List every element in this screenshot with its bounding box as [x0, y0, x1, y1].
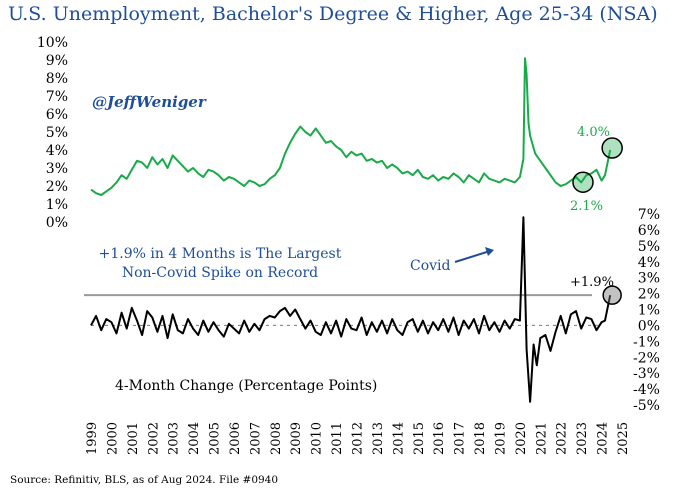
x-tick-label: 2000 [105, 422, 120, 455]
x-tick-label: 2020 [514, 422, 529, 455]
x-axis-ticks: 1999 2000 2001 2002 2003 2004 2005 2006 2007 2008… [85, 422, 631, 455]
x-tick-label: 2002 [146, 422, 161, 455]
covid-arrow [454, 250, 491, 263]
x-tick-label: 2013 [371, 422, 386, 455]
lower-y-tick-label: 1% [638, 303, 660, 319]
series-line-unemployment [90, 57, 612, 196]
x-tick-label: 2022 [555, 422, 570, 455]
upper-y-tick-label: 4% [46, 143, 68, 159]
upper-y-tick-label: 5% [46, 125, 68, 141]
lower-y-tick-label: 5% [638, 239, 660, 255]
x-tick-label: 2011 [330, 422, 345, 455]
upper-y-tick-label: 6% [46, 107, 68, 123]
annotation-covid: Covid [410, 258, 451, 274]
upper-y-tick-label: 3% [46, 161, 68, 177]
x-tick-label: 2003 [167, 422, 182, 455]
marker-circle-2-1 [572, 171, 594, 193]
annotation-1-9: +1.9% [570, 275, 614, 290]
chart-title: U.S. Unemployment, Bachelor's Degree & H… [8, 3, 658, 25]
x-tick-label: 2004 [187, 422, 202, 455]
lower-y-tick-label: 4% [638, 255, 660, 271]
lower-y-tick-label: 2% [638, 287, 660, 303]
annotation-spike-line1: +1.9% in 4 Months is The Largest [99, 246, 342, 262]
annotation-spike-line2: Non-Covid Spike on Record [122, 265, 318, 281]
x-tick-label: 2008 [269, 422, 284, 455]
annotation-4-0: 4.0% [577, 125, 610, 140]
annotation-2-1: 2.1% [570, 199, 603, 214]
x-tick-label: 2007 [248, 422, 263, 455]
x-tick-label: 2001 [126, 422, 141, 455]
covid-arrowhead [485, 247, 494, 256]
x-tick-label: 2016 [432, 422, 447, 455]
series-line-4-month-change [90, 216, 612, 403]
x-tick-label: 1999 [85, 422, 100, 455]
marker-circle-1-9 [602, 285, 622, 305]
source-note: Source: Refinitiv, BLS, as of Aug 2024. … [10, 474, 279, 486]
upper-y-tick-label: 7% [46, 89, 68, 105]
x-tick-label: 2012 [351, 422, 366, 455]
upper-y-axis-ticks: 0% 1% 2% 3% 4% 5% 6% 7% 8% 9% 10% [37, 35, 68, 231]
x-tick-label: 2005 [208, 422, 223, 455]
x-tick-label: 2010 [310, 422, 325, 455]
lower-y-axis-ticks: -5%-4%-3%-2%-1%0%1%2%3%4%5%6%7% [633, 207, 660, 414]
x-tick-label: 2018 [473, 422, 488, 455]
lower-y-tick-label: -5% [633, 398, 660, 414]
upper-y-tick-label: 10% [37, 35, 68, 51]
lower-panel-label: 4-Month Change (Percentage Points) [115, 378, 377, 394]
x-tick-label: 2017 [453, 422, 468, 455]
x-tick-label: 2006 [228, 422, 243, 455]
x-tick-label: 2024 [596, 422, 611, 455]
x-tick-label: 2015 [412, 422, 427, 455]
upper-y-tick-label: 2% [46, 179, 68, 195]
upper-y-tick-label: 1% [46, 197, 68, 213]
lower-y-tick-label: 0% [638, 318, 660, 334]
lower-y-tick-label: 3% [638, 271, 660, 287]
handle-label: @JeffWeniger [92, 93, 207, 111]
x-tick-label: 2021 [534, 422, 549, 455]
lower-y-tick-label: 6% [638, 223, 660, 239]
x-tick-label: 2023 [575, 422, 590, 455]
lower-y-tick-label: -1% [633, 334, 660, 350]
upper-y-tick-label: 0% [46, 215, 68, 231]
lower-y-tick-label: -3% [633, 366, 660, 382]
x-tick-label: 2009 [289, 422, 304, 455]
lower-y-tick-label: -2% [633, 350, 660, 366]
upper-y-tick-label: 8% [46, 71, 68, 87]
marker-circle-4-0 [601, 137, 623, 159]
x-tick-label: 2019 [493, 422, 508, 455]
upper-y-tick-label: 9% [46, 53, 68, 69]
x-tick-label: 2014 [391, 422, 406, 455]
lower-y-tick-label: -4% [633, 382, 660, 398]
x-tick-label: 2025 [616, 422, 631, 455]
lower-y-tick-label: 7% [638, 207, 660, 223]
